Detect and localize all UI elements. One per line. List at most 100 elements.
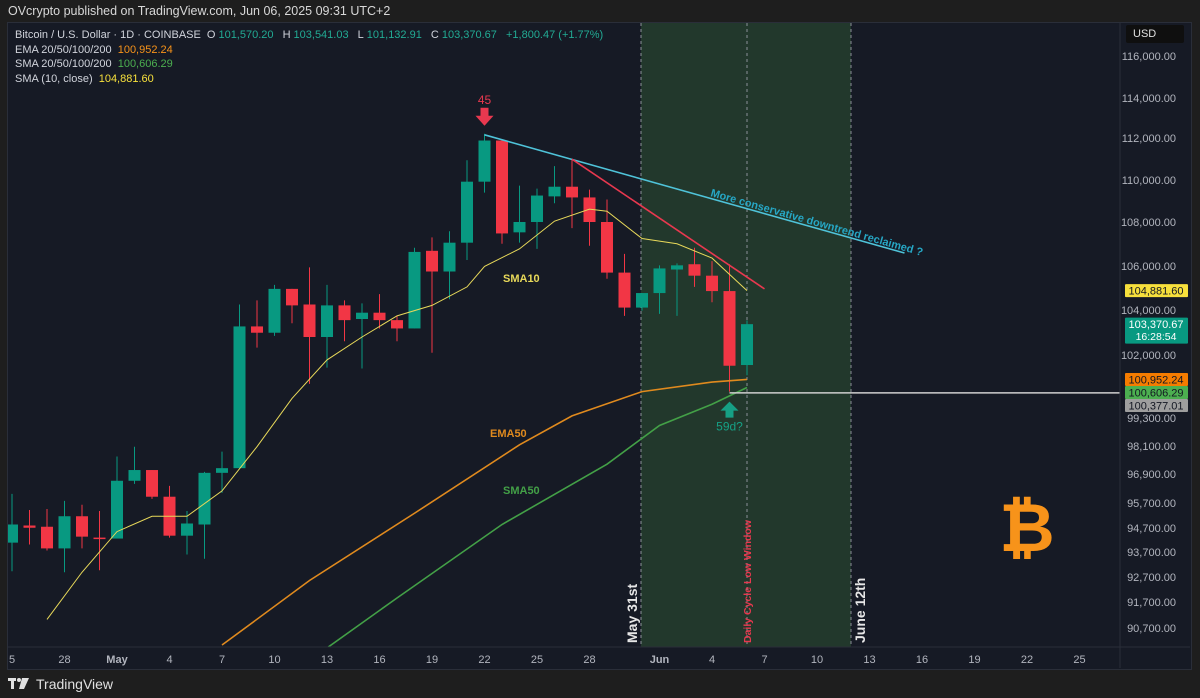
- sma50-label: SMA50: [503, 485, 540, 497]
- steep-downtrend-line[interactable]: [571, 158, 765, 290]
- time-tick-label: Jun: [650, 654, 670, 666]
- sma50-line: [326, 386, 748, 647]
- candle-may-30[interactable]: [618, 272, 631, 308]
- publisher-line: OVcrypto published on TradingView.com, J…: [8, 4, 391, 18]
- candle-may-19[interactable]: [426, 250, 438, 272]
- candle-apr-26[interactable]: [23, 525, 36, 528]
- ema-name: EMA 20/50/100/200: [15, 43, 112, 56]
- sma10-line: [46, 208, 748, 620]
- candle-may-24[interactable]: [513, 222, 526, 233]
- price-tick-label: 108,000.00: [1121, 217, 1176, 229]
- candle-may-6[interactable]: [198, 472, 211, 525]
- candle-may-5[interactable]: [181, 523, 193, 536]
- candle-may-3[interactable]: [146, 470, 158, 497]
- legend-sma-row[interactable]: SMA 20/50/100/200 100,606.29: [15, 57, 606, 72]
- bitcoin-logo-icon: ₿: [999, 489, 1054, 568]
- legend-ema-row[interactable]: EMA 20/50/100/200 100,952.24: [15, 43, 606, 58]
- time-tick-label: 16: [916, 654, 928, 666]
- price-tag-bg: [1125, 385, 1188, 399]
- candle-jun-3[interactable]: [688, 264, 701, 276]
- candle-jun-5[interactable]: [723, 291, 736, 366]
- sma-value: 100,606.29: [117, 58, 173, 70]
- time-tick-label: 19: [968, 654, 980, 666]
- ema-value: 100,952.24: [117, 43, 173, 56]
- candle-may-18[interactable]: [408, 251, 421, 329]
- price-tick-label: 106,000.00: [1121, 261, 1176, 273]
- sma10-name: SMA (10, close): [15, 72, 93, 85]
- time-tick-label: 22: [1021, 654, 1033, 666]
- candle-may-31[interactable]: [636, 293, 648, 308]
- arrow-up-icon: [720, 401, 739, 418]
- close-value: 103,370.67: [441, 29, 497, 41]
- candle-jun-2[interactable]: [671, 265, 683, 270]
- legend-sma10-row[interactable]: SMA (10, close) 104,881.60: [15, 72, 606, 87]
- time-tick-label: May: [106, 654, 128, 666]
- conservative-downtrend-line[interactable]: [484, 134, 905, 254]
- change-value: +1,800.47 (+1.77%): [505, 29, 604, 41]
- candle-may-9[interactable]: [251, 326, 263, 333]
- candle-may-29[interactable]: [601, 222, 613, 273]
- candle-may-10[interactable]: [268, 288, 281, 333]
- open-value: 101,570.20: [218, 29, 274, 41]
- candle-may-15[interactable]: [356, 312, 368, 319]
- price-tag-bg: [1125, 398, 1188, 412]
- candle-jun-1[interactable]: [653, 268, 666, 294]
- time-tick-label: 25: [1073, 654, 1085, 666]
- tradingview-logo-icon: [8, 678, 29, 689]
- price-tick-label: 93,700.00: [1127, 547, 1176, 559]
- time-tick-label: 13: [321, 654, 333, 666]
- time-tick-label: 25: [531, 654, 543, 666]
- candle-may-8[interactable]: [233, 326, 246, 469]
- countdown-timer: 16:28:54: [1136, 331, 1177, 343]
- candle-may-13[interactable]: [321, 305, 333, 337]
- time-tick-label: 28: [58, 654, 70, 666]
- candle-may-21[interactable]: [461, 181, 473, 243]
- time-tick-label: 10: [268, 654, 280, 666]
- time-tick-label: 22: [478, 654, 490, 666]
- candle-may-7[interactable]: [216, 468, 228, 473]
- price-tag: 104,881.60: [1125, 284, 1188, 298]
- cycle-window-label: Daily Cycle Low Window: [742, 519, 754, 643]
- candle-may-26[interactable]: [548, 186, 561, 197]
- ema50-label: EMA50: [490, 428, 527, 440]
- candle-may-1[interactable]: [111, 480, 123, 539]
- candle-apr-30[interactable]: [93, 537, 106, 540]
- price-tick-label: 94,700.00: [1127, 523, 1176, 535]
- time-tick-label: 4: [709, 654, 715, 666]
- low-value: 101,132.91: [366, 29, 422, 41]
- candle-may-11[interactable]: [286, 288, 298, 306]
- high-value: 103,541.03: [293, 29, 349, 41]
- candle-may-20[interactable]: [443, 242, 456, 272]
- candle-apr-28[interactable]: [58, 516, 71, 549]
- candle-apr-27[interactable]: [41, 526, 53, 549]
- price-tag-bg: [1125, 317, 1188, 344]
- price-tag-bg: [1125, 372, 1188, 386]
- price-tag-bg: [1125, 284, 1188, 298]
- open-label: O: [206, 29, 216, 41]
- price-tick-label: 91,700.00: [1127, 597, 1176, 609]
- symbol-title[interactable]: Bitcoin / U.S. Dollar · 1D · COINBASE: [15, 29, 201, 41]
- candle-may-23[interactable]: [496, 140, 508, 234]
- candle-may-16[interactable]: [373, 312, 386, 321]
- candle-may-22[interactable]: [478, 140, 491, 182]
- candle-may-25[interactable]: [531, 195, 543, 222]
- candle-apr-25[interactable]: [6, 524, 18, 543]
- time-tick-label: 7: [219, 654, 225, 666]
- candle-may-17[interactable]: [391, 320, 403, 329]
- candle-may-27[interactable]: [566, 186, 578, 198]
- candle-may-2[interactable]: [128, 470, 141, 481]
- candle-may-14[interactable]: [338, 305, 351, 321]
- high-label: H: [282, 29, 291, 41]
- time-tick-label: 19: [426, 654, 438, 666]
- currency-button[interactable]: USD: [1126, 25, 1184, 43]
- candle-jun-6[interactable]: [741, 324, 753, 366]
- candle-may-12[interactable]: [303, 304, 316, 338]
- candle-jun-4[interactable]: [706, 275, 718, 292]
- time-tick-label: 5: [9, 654, 15, 666]
- candle-apr-29[interactable]: [76, 516, 88, 537]
- chart-panel[interactable]: [7, 22, 1192, 670]
